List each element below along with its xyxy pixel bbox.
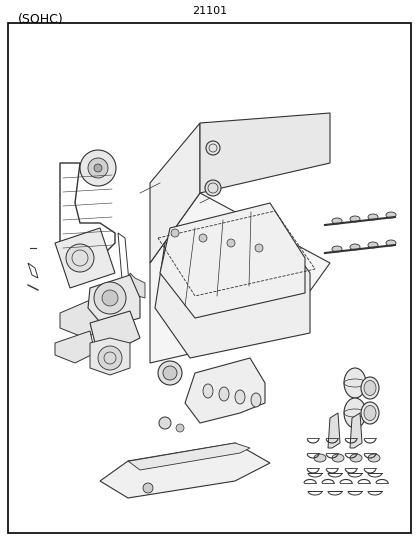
Circle shape <box>98 346 122 370</box>
Ellipse shape <box>264 261 292 275</box>
Circle shape <box>255 244 263 252</box>
Polygon shape <box>90 338 130 375</box>
Polygon shape <box>60 298 105 338</box>
Ellipse shape <box>203 384 213 398</box>
Circle shape <box>94 282 126 314</box>
Ellipse shape <box>350 244 360 250</box>
Polygon shape <box>150 193 330 363</box>
Polygon shape <box>160 203 305 318</box>
Ellipse shape <box>364 406 376 420</box>
Ellipse shape <box>350 454 362 462</box>
Ellipse shape <box>241 256 269 270</box>
Circle shape <box>206 141 220 155</box>
Circle shape <box>66 244 94 272</box>
Circle shape <box>205 180 221 196</box>
Ellipse shape <box>332 246 342 252</box>
Ellipse shape <box>191 246 219 260</box>
Ellipse shape <box>344 398 366 428</box>
Ellipse shape <box>235 390 245 404</box>
Text: 21101: 21101 <box>192 6 228 16</box>
Ellipse shape <box>361 402 379 424</box>
Ellipse shape <box>368 454 380 462</box>
Polygon shape <box>55 228 115 288</box>
Ellipse shape <box>219 387 229 401</box>
Circle shape <box>94 164 102 172</box>
Polygon shape <box>128 273 145 298</box>
Polygon shape <box>88 275 140 328</box>
Ellipse shape <box>344 368 366 398</box>
Polygon shape <box>90 311 140 348</box>
Text: (SOHC): (SOHC) <box>18 13 64 26</box>
Circle shape <box>199 234 207 242</box>
Ellipse shape <box>314 454 326 462</box>
Polygon shape <box>100 443 270 498</box>
Ellipse shape <box>332 218 342 224</box>
Circle shape <box>158 361 182 385</box>
Polygon shape <box>185 358 265 423</box>
Ellipse shape <box>251 393 261 407</box>
Ellipse shape <box>361 377 379 399</box>
Polygon shape <box>328 413 340 448</box>
Polygon shape <box>155 218 310 358</box>
Polygon shape <box>150 123 200 263</box>
Ellipse shape <box>216 251 244 265</box>
Circle shape <box>227 239 235 247</box>
Circle shape <box>176 424 184 432</box>
Ellipse shape <box>364 381 376 395</box>
Circle shape <box>143 483 153 493</box>
Ellipse shape <box>368 214 378 220</box>
Circle shape <box>159 417 171 429</box>
Ellipse shape <box>350 216 360 222</box>
Polygon shape <box>55 331 95 363</box>
Ellipse shape <box>368 242 378 248</box>
Polygon shape <box>200 113 330 193</box>
Polygon shape <box>128 443 250 470</box>
Ellipse shape <box>386 212 396 218</box>
Ellipse shape <box>332 454 344 462</box>
Circle shape <box>102 290 118 306</box>
Circle shape <box>163 366 177 380</box>
Circle shape <box>171 229 179 237</box>
Circle shape <box>80 150 116 186</box>
Circle shape <box>88 158 108 178</box>
Ellipse shape <box>386 240 396 246</box>
Polygon shape <box>350 413 362 448</box>
